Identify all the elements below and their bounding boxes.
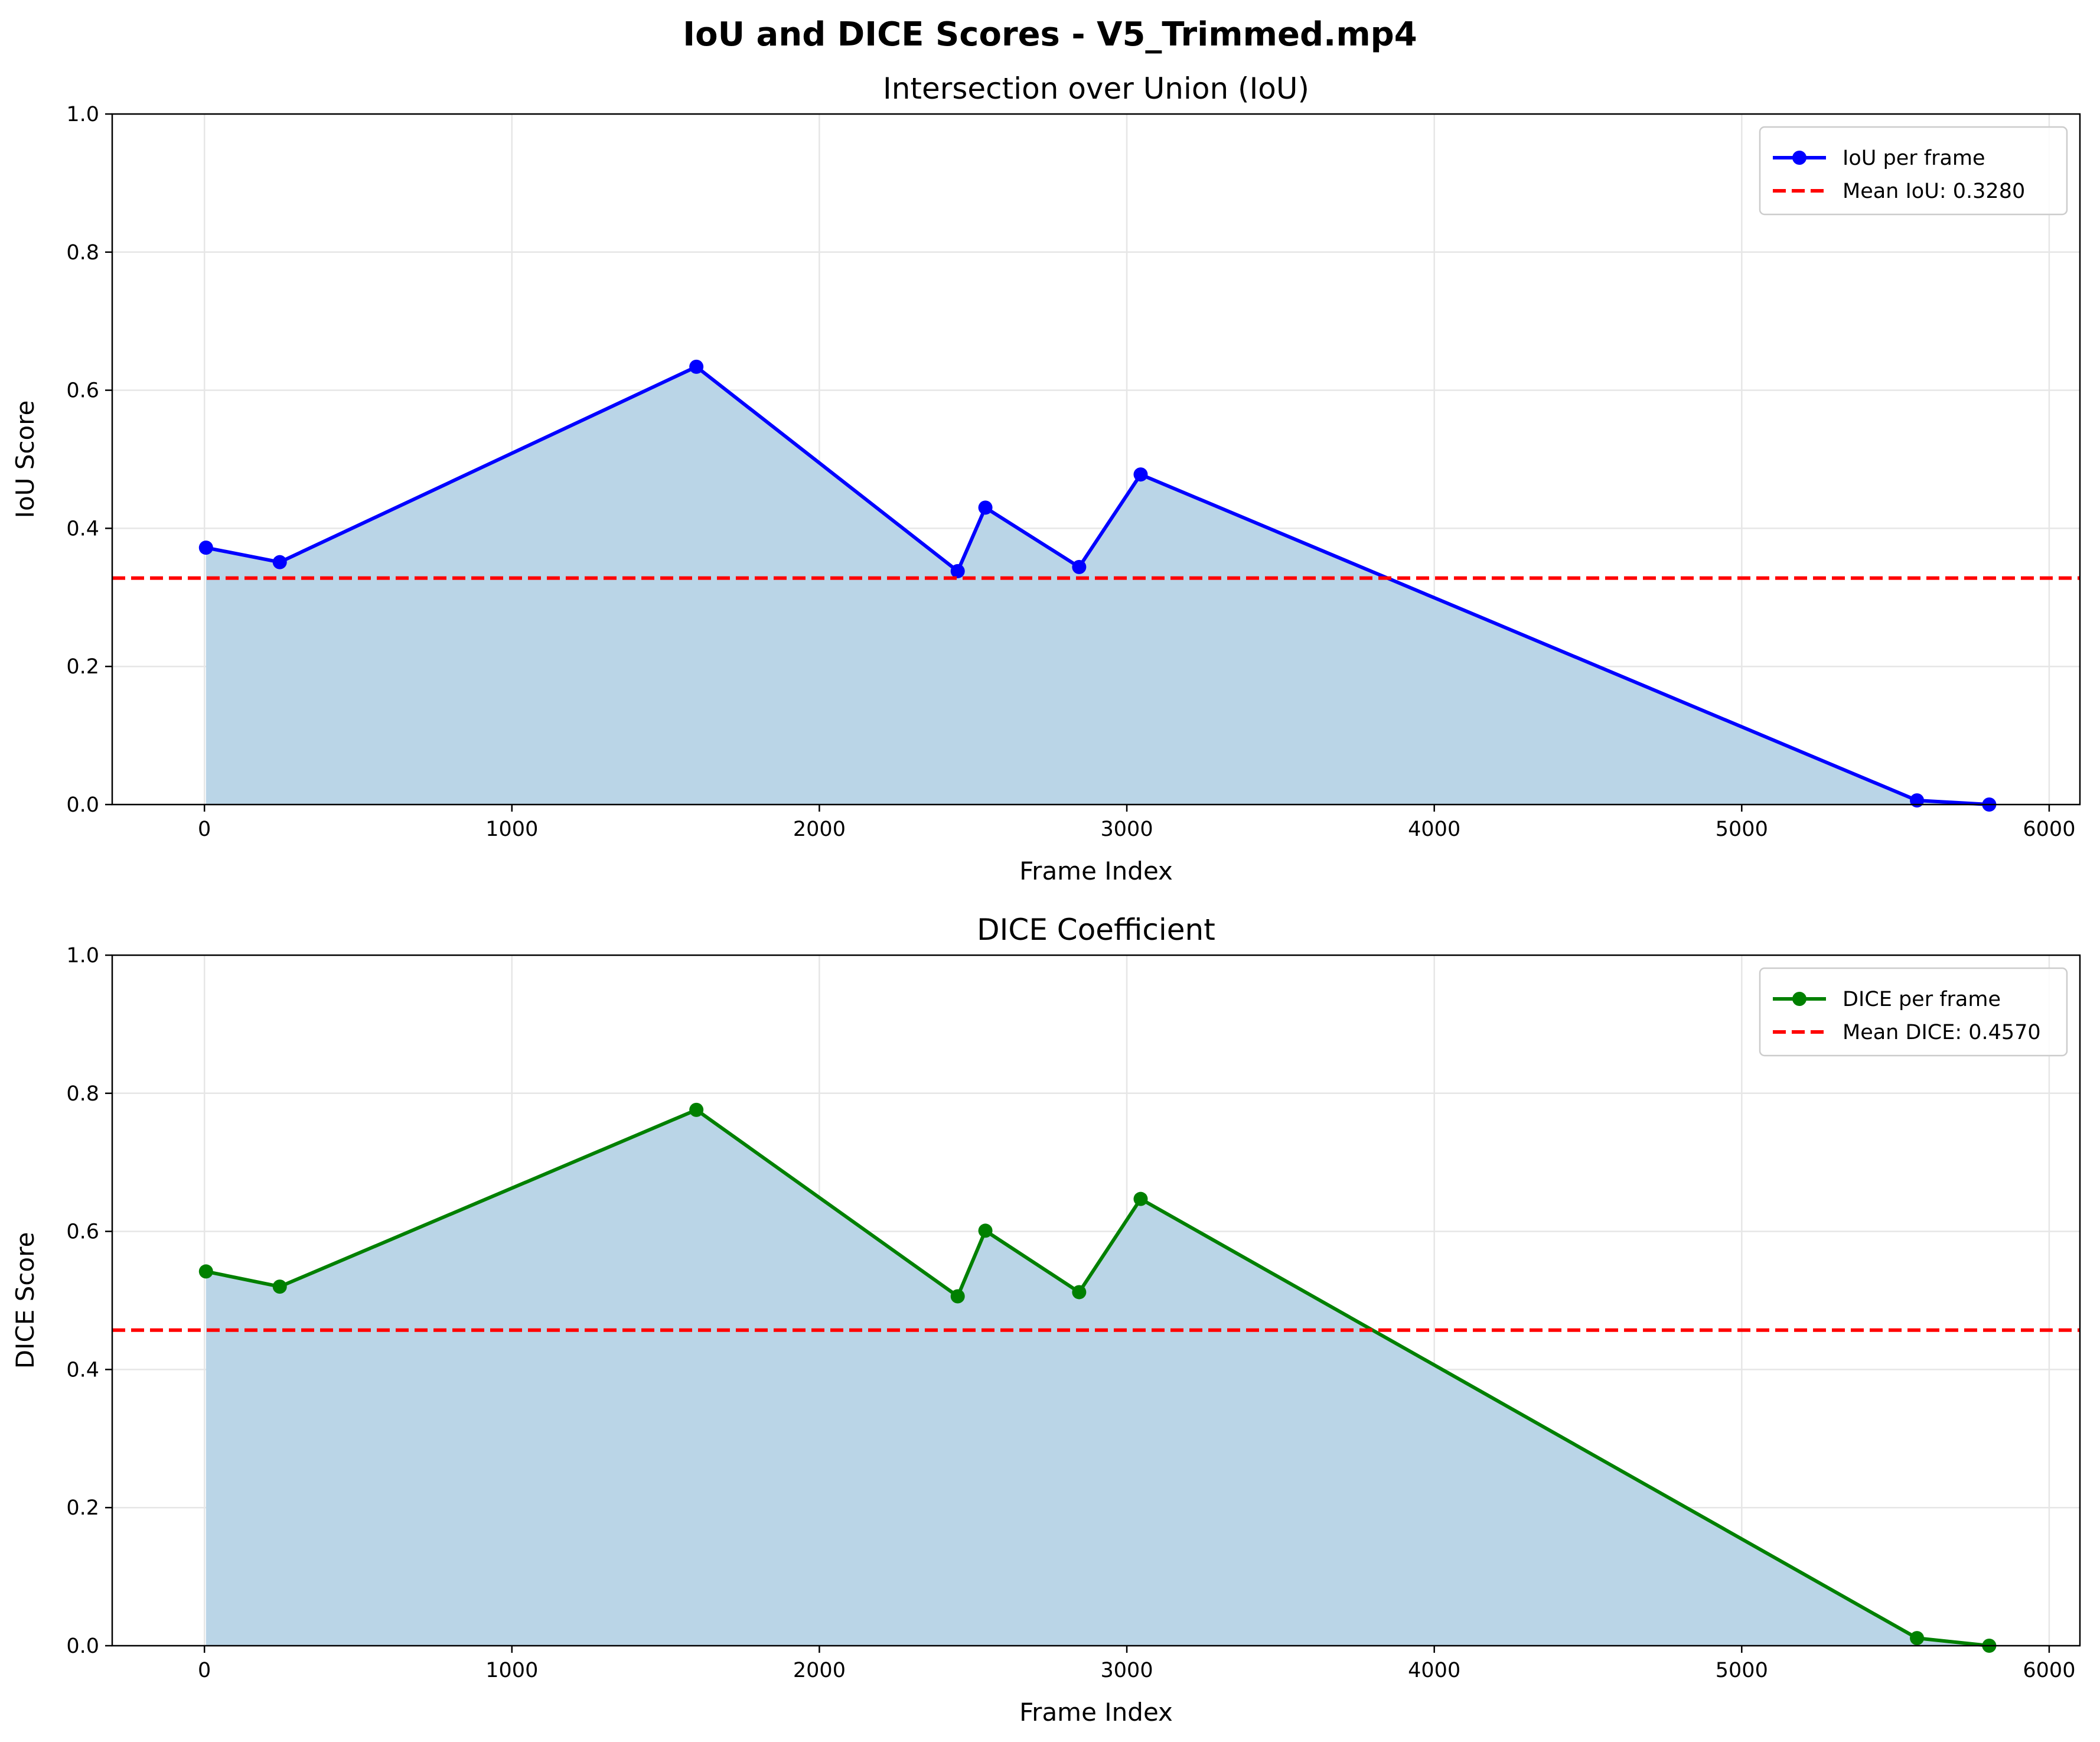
iou-legend-series-label: IoU per frame [1843, 146, 1985, 170]
iou-y-tick-label: 0.6 [66, 379, 99, 403]
iou-y-tick-label: 1.0 [66, 103, 99, 126]
dice-data-point [1072, 1285, 1087, 1300]
dice-legend-series-label: DICE per frame [1843, 988, 2001, 1011]
dice-y-tick-label: 0.0 [66, 1634, 99, 1658]
iou-x-tick-label: 2000 [793, 818, 846, 841]
iou-x-tick-label: 5000 [1716, 818, 1768, 841]
figure-suptitle: IoU and DICE Scores - V5_Trimmed.mp4 [683, 15, 1417, 54]
iou-data-point [950, 564, 965, 578]
dice-data-point [1133, 1191, 1148, 1206]
dice-y-axis-label: DICE Score [11, 1232, 40, 1369]
iou-data-point [689, 359, 704, 374]
dice-legend-box [1759, 967, 2068, 1057]
dice-data-point [1910, 1631, 1925, 1646]
iou-legend-series-marker [1792, 151, 1806, 165]
iou-x-tick-label: 4000 [1408, 818, 1460, 841]
iou-y-tick-label: 0.2 [66, 655, 99, 679]
dice-y-tick-label: 0.8 [66, 1082, 99, 1106]
dice-data-point [689, 1102, 704, 1117]
iou-legend-box [1759, 126, 2068, 216]
dice-x-tick-label: 6000 [2023, 1659, 2075, 1682]
iou-y-tick-label: 0.0 [66, 793, 99, 817]
iou-x-tick-label: 0 [198, 818, 211, 841]
dice-y-tick-label: 1.0 [66, 944, 99, 968]
iou-x-tick-label: 3000 [1101, 818, 1153, 841]
dice-data-point [198, 1264, 213, 1279]
iou-x-tick-label: 1000 [485, 818, 538, 841]
dice-legend-mean-label: Mean DICE: 0.4570 [1843, 1021, 2041, 1044]
dice-x-tick-label: 3000 [1101, 1659, 1153, 1682]
iou-area-fill [206, 366, 1990, 805]
dice-legend: DICE per frame Mean DICE: 0.4570 [1759, 967, 2068, 1057]
dice-legend-series-marker [1792, 992, 1806, 1006]
iou-x-axis-label: Frame Index [1019, 857, 1173, 885]
iou-data-point [978, 500, 993, 515]
iou-legend-mean-label: Mean IoU: 0.3280 [1843, 180, 2025, 203]
dice-x-tick-label: 4000 [1408, 1659, 1460, 1682]
iou-data-point [1133, 467, 1148, 482]
iou-y-tick-label: 0.8 [66, 241, 99, 265]
dice-y-tick-label: 0.4 [66, 1358, 99, 1382]
iou-data-point [272, 555, 287, 569]
dice-x-tick-label: 2000 [793, 1659, 846, 1682]
dice-title: DICE Coefficient [977, 913, 1215, 947]
dice-chart: 0 1000 2000 3000 4000 5000 6000 0.0 0.2 0.4 0.6 0.8… [11, 913, 2081, 1727]
iou-y-axis-label: IoU Score [11, 401, 40, 519]
dice-area-fill [206, 1109, 1990, 1646]
iou-axes-frame [111, 113, 2081, 806]
dice-x-tick-label: 1000 [485, 1659, 538, 1682]
dice-axes-frame [111, 954, 2081, 1647]
iou-data-point [1910, 793, 1925, 807]
dice-y-tick-label: 0.2 [66, 1496, 99, 1520]
dice-y-tick-label: 0.6 [66, 1220, 99, 1244]
iou-data-point [1072, 559, 1087, 574]
iou-title: Intersection over Union (IoU) [883, 71, 1309, 106]
dice-x-tick-label: 0 [198, 1659, 211, 1682]
dice-data-point [978, 1223, 993, 1238]
dice-data-point [272, 1279, 287, 1294]
dice-x-axis-label: Frame Index [1019, 1698, 1173, 1727]
iou-x-tick-label: 6000 [2023, 818, 2075, 841]
dice-x-tick-label: 5000 [1716, 1659, 1768, 1682]
iou-chart: 0 1000 2000 3000 4000 5000 6000 0.0 0.2 0.4 0.6 0.8… [11, 71, 2081, 885]
iou-legend: IoU per frame Mean IoU: 0.3280 [1759, 126, 2068, 216]
iou-data-point [198, 540, 213, 555]
iou-y-tick-label: 0.4 [66, 517, 99, 540]
dice-data-point [950, 1289, 965, 1304]
